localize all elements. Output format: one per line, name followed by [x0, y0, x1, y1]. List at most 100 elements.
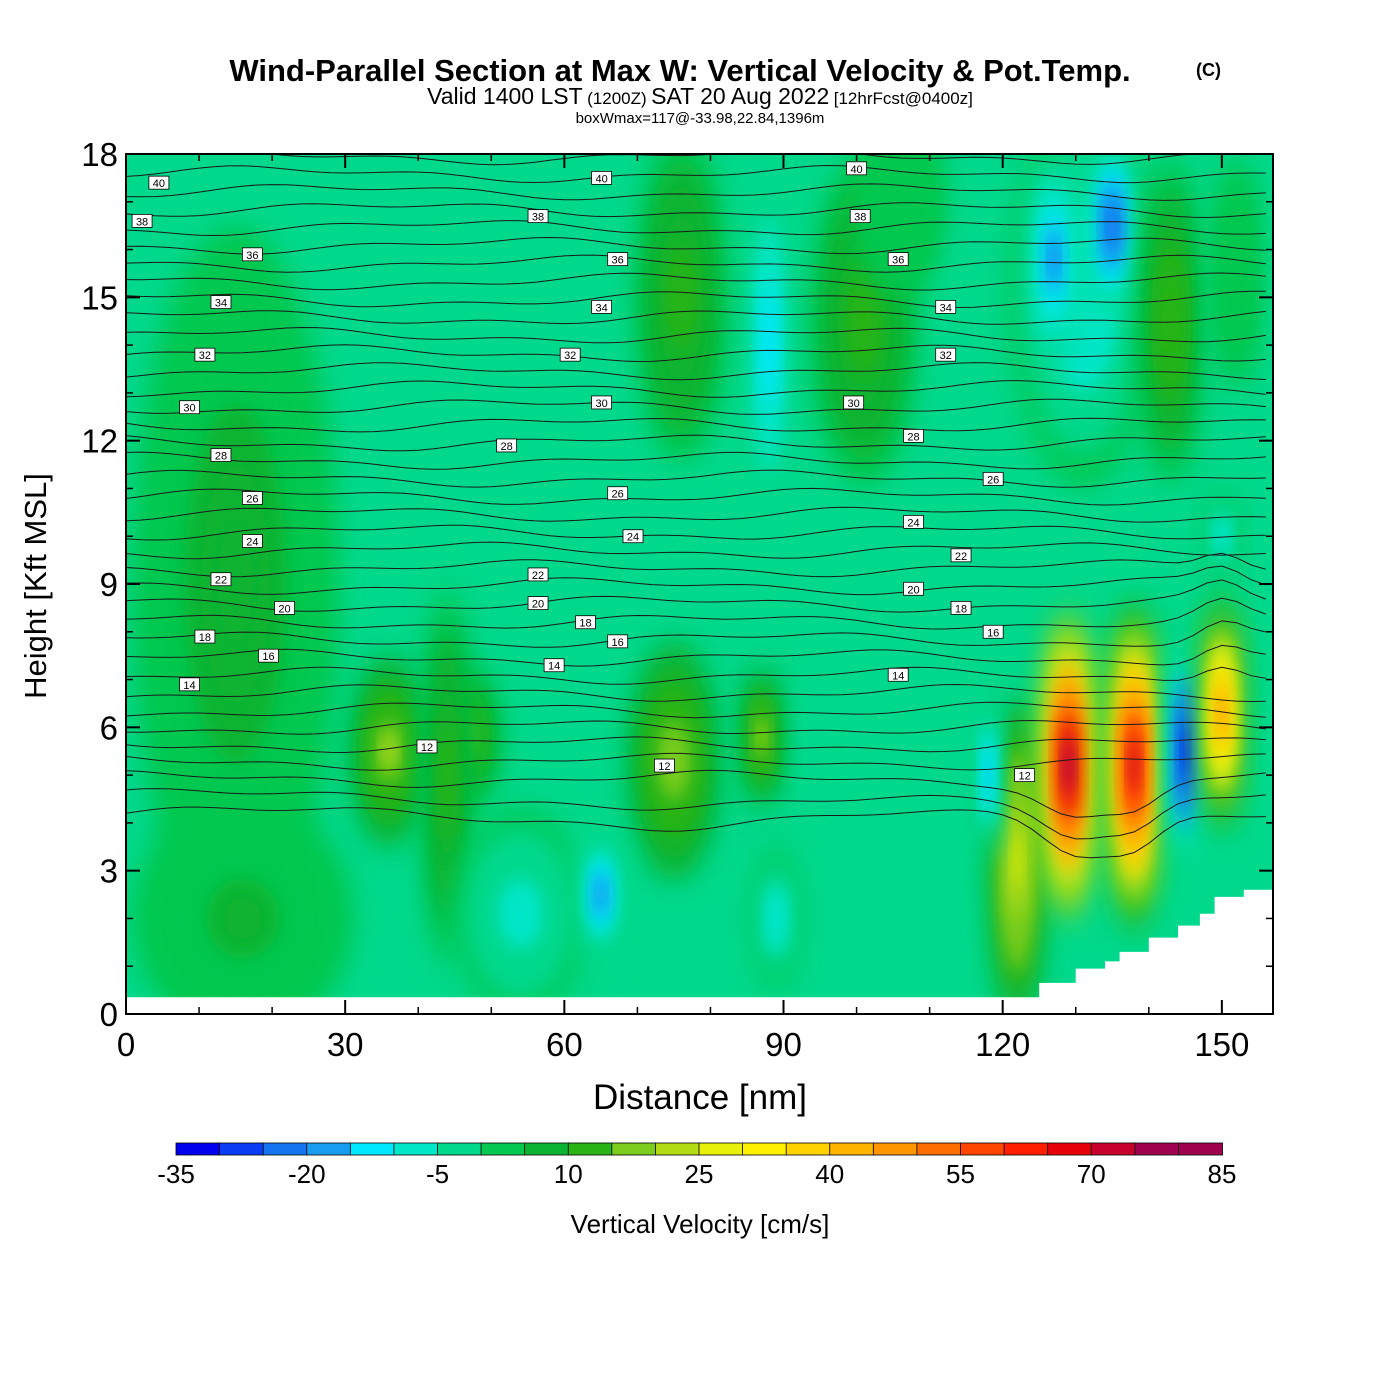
theta-isoline: [126, 380, 1266, 398]
chart-title: Wind-Parallel Section at Max W: Vertical…: [229, 53, 1130, 88]
theta-label: 24: [903, 514, 924, 529]
svg-text:14: 14: [892, 670, 904, 682]
svg-text:34: 34: [595, 302, 607, 314]
wind-cell-ring: [1129, 737, 1139, 794]
colorbar-swatch: [611, 1142, 657, 1156]
x-tick-label: 60: [546, 1026, 583, 1063]
svg-text:16: 16: [262, 651, 274, 663]
theta-label: 22: [527, 567, 549, 582]
x-axis: 0 30 60 90 120 150: [117, 154, 1249, 1063]
theta-label: 38: [131, 213, 153, 228]
svg-text:18: 18: [199, 632, 211, 644]
theta-label: 38: [849, 209, 871, 224]
y-tick-label: 0: [100, 996, 118, 1033]
theta-isoline: [126, 752, 1266, 771]
colorbar-tick-label: 85: [1208, 1159, 1237, 1189]
theta-label: 18: [194, 629, 216, 644]
svg-text:36: 36: [246, 250, 258, 262]
theta-isoline: [126, 597, 1266, 630]
colorbar-swatch: [349, 1142, 395, 1156]
theta-label: 32: [935, 347, 957, 362]
theta-isoline: [126, 469, 1266, 488]
svg-text:32: 32: [940, 350, 952, 362]
svg-text:34: 34: [215, 298, 227, 310]
colorbar-swatch: [306, 1142, 352, 1156]
colorbar-swatch: [175, 1142, 221, 1156]
theta-isoline: [126, 552, 1266, 578]
theta-label: 30: [843, 395, 865, 410]
wind-cell-ring: [1219, 528, 1225, 545]
theta-isoline: [126, 666, 1266, 685]
theta-label: 14: [887, 667, 909, 682]
colorbar-swatch: [742, 1142, 788, 1156]
wind-cell-ring: [772, 906, 780, 931]
colorbar-tick-label: -5: [426, 1159, 449, 1189]
x-tick-label: 90: [765, 1026, 802, 1063]
theta-isoline: [126, 362, 1266, 381]
theta-label: 30: [591, 395, 613, 410]
wind-cell-ring: [765, 313, 773, 377]
colorbar-swatch: [1090, 1142, 1136, 1156]
chart-subtitle: Valid 1400 LST (1200Z) SAT 20 Aug 2022 […: [427, 83, 973, 109]
wind-cell-ring: [443, 743, 452, 807]
colorbar-tick-label: -20: [288, 1159, 326, 1189]
theta-label: 20: [274, 600, 295, 615]
svg-text:14: 14: [183, 680, 195, 692]
wind-cell: [856, 154, 945, 298]
wind-cell-ring: [597, 882, 605, 907]
wind-cell: [425, 584, 470, 967]
theta-isoline: [126, 620, 1266, 648]
svg-text:38: 38: [136, 216, 148, 228]
wind-cell-ring: [224, 898, 262, 939]
svg-text:20: 20: [278, 603, 290, 615]
wind-cell: [1010, 154, 1157, 489]
theta-label: 40: [148, 175, 170, 190]
svg-text:24: 24: [627, 532, 639, 544]
wind-cell-ring: [218, 524, 253, 644]
svg-text:14: 14: [548, 661, 560, 673]
theta-isoline: [126, 506, 1266, 523]
colorbar-swatch: [872, 1142, 918, 1156]
theta-isoline: [126, 398, 1266, 415]
colorbar-swatch: [1003, 1142, 1049, 1156]
theta-label: 18: [950, 600, 972, 615]
y-tick-label: 18: [81, 136, 118, 173]
wind-cell-ring: [1070, 265, 1096, 330]
theta-label: 16: [982, 624, 1004, 639]
svg-text:28: 28: [501, 441, 513, 453]
theta-isoline: [126, 202, 1266, 219]
theta-label: 38: [527, 209, 549, 224]
theta-isoline: [126, 417, 1266, 433]
svg-text:12: 12: [658, 761, 670, 773]
svg-text:38: 38: [854, 212, 866, 224]
svg-text:24: 24: [907, 517, 919, 529]
svg-text:22: 22: [215, 575, 227, 587]
theta-label: 32: [559, 347, 581, 362]
theta-isoline: [126, 220, 1266, 237]
theta-isoline: [126, 579, 1266, 613]
theta-label: 18: [575, 615, 596, 630]
svg-text:30: 30: [183, 403, 195, 415]
colorbar-swatch: [698, 1142, 744, 1156]
wind-cell: [1090, 154, 1135, 322]
theta-isoline: [126, 701, 1266, 719]
y-tick-label: 3: [100, 853, 118, 890]
x-axis-label: Distance [nm]: [593, 1078, 807, 1117]
wind-cell-ring: [893, 185, 908, 218]
wind-cell-ring: [1182, 731, 1189, 772]
wind-cell: [1106, 598, 1162, 933]
theta-label: 24: [241, 534, 263, 549]
theta-label: 26: [241, 491, 263, 506]
theta-label: 22: [950, 548, 972, 563]
svg-text:16: 16: [612, 637, 624, 649]
wind-cell-ring: [1218, 693, 1226, 733]
theta-isoline: [126, 683, 1266, 703]
theta-isoline: [126, 736, 1266, 754]
theta-label: 36: [607, 252, 629, 267]
terrain-mask: [126, 889, 1273, 1014]
theta-label: 36: [241, 247, 263, 262]
svg-text:32: 32: [199, 350, 211, 362]
svg-text:18: 18: [579, 618, 591, 630]
svg-text:32: 32: [564, 350, 576, 362]
wind-cell-ring: [1165, 293, 1176, 350]
